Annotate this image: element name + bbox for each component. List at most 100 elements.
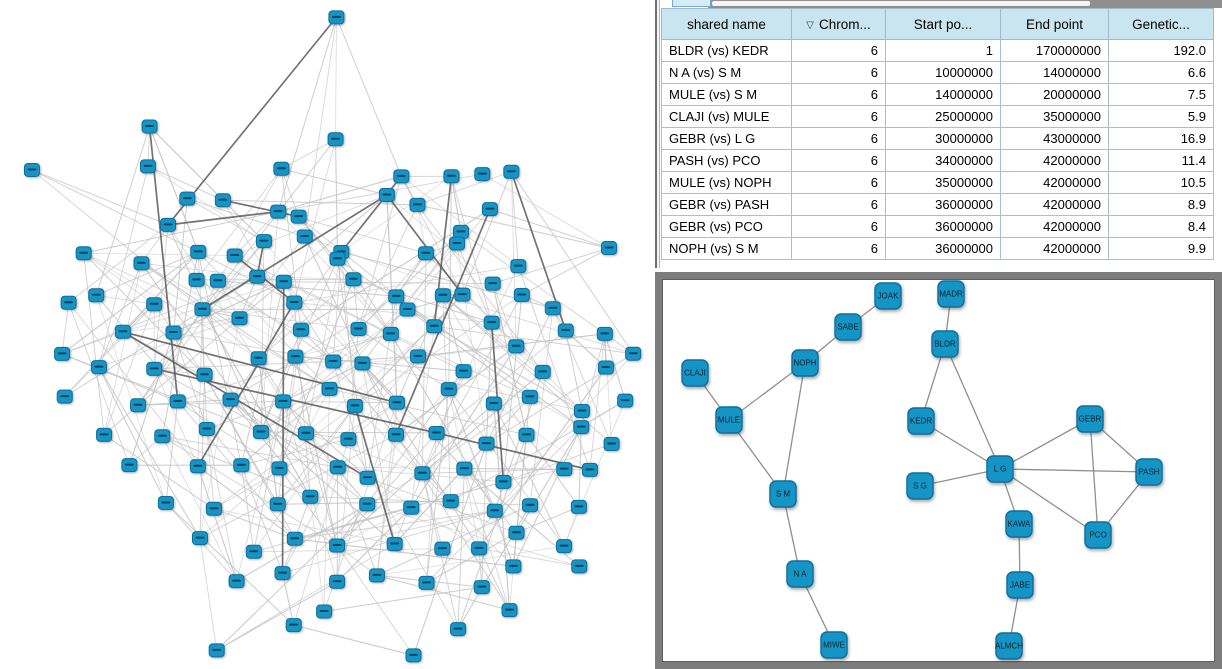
network-node[interactable] [198,421,215,436]
network-node[interactable] [495,474,512,489]
network-node[interactable] [513,288,530,303]
network-node-jabe[interactable]: JABE [1006,571,1034,599]
network-node[interactable] [273,161,290,176]
network-node[interactable] [189,459,206,474]
network-node[interactable] [275,394,292,409]
network-node[interactable] [442,494,459,509]
network-node[interactable] [165,325,182,340]
table-row[interactable]: GEBR (vs) PCO 6 36000000 42000000 8.4 [661,215,1214,238]
overview-network-canvas[interactable] [0,0,655,669]
network-node-joak[interactable]: JOAK [874,282,902,310]
network-node[interactable] [505,559,522,574]
network-node[interactable] [88,288,105,303]
column-header-endpoint[interactable]: End point [1000,8,1109,40]
network-node[interactable] [196,367,213,382]
network-node[interactable] [570,499,587,514]
network-node[interactable] [359,497,376,512]
network-node[interactable] [286,531,303,546]
network-node[interactable] [450,622,467,637]
network-node[interactable] [382,326,399,341]
table-row[interactable]: MULE (vs) S M 6 14000000 20000000 7.5 [661,83,1214,106]
network-node-claji[interactable]: CLAJI [681,359,709,387]
detail-network-svg[interactable]: JOAK SABE NOPH CLAJI MULE S M N A MIWE MADR BLDR K… [663,280,1216,663]
network-node[interactable] [56,389,73,404]
network-node[interactable] [130,398,147,413]
network-node[interactable] [90,360,107,375]
network-node[interactable] [478,436,495,451]
table-row[interactable]: NOPH (vs) S M 6 36000000 42000000 9.9 [661,237,1214,260]
network-node[interactable] [388,427,405,442]
network-node[interactable] [297,426,314,441]
network-node[interactable] [54,346,71,361]
network-node[interactable] [434,541,451,556]
network-node[interactable] [510,259,527,274]
network-node[interactable] [191,531,208,546]
network-node-noph[interactable]: NOPH [791,349,819,377]
network-node[interactable] [302,489,319,504]
network-node-lg[interactable]: L G [986,455,1014,483]
network-node[interactable] [292,322,309,337]
table-row[interactable]: GEBR (vs) L G 6 30000000 43000000 16.9 [661,127,1214,150]
network-node[interactable] [222,392,239,407]
network-node[interactable] [285,618,302,633]
network-node[interactable] [146,297,163,312]
table-row[interactable]: BLDR (vs) KEDR 6 1 170000000 192.0 [661,39,1214,62]
network-node[interactable] [501,603,518,618]
network-node[interactable] [271,461,288,476]
network-node[interactable] [316,604,333,619]
network-node[interactable] [346,398,363,413]
table-row[interactable]: PASH (vs) PCO 6 34000000 42000000 11.4 [661,149,1214,172]
network-node[interactable] [443,169,460,184]
network-node[interactable] [270,204,287,219]
network-node[interactable] [522,498,539,513]
network-node-pash[interactable]: PASH [1135,458,1163,486]
pane-divider[interactable] [655,0,660,268]
network-node-kedr[interactable]: KEDR [907,407,935,435]
network-node[interactable] [325,354,342,369]
network-node[interactable] [388,289,405,304]
network-node[interactable] [617,393,634,408]
network-node[interactable] [190,244,207,259]
network-node[interactable] [321,381,338,396]
network-node[interactable] [188,272,205,287]
network-node-sm[interactable]: S M [769,480,797,508]
network-node[interactable] [139,159,156,174]
network-node[interactable] [209,273,226,288]
network-node[interactable] [121,458,138,473]
network-node[interactable] [296,229,313,244]
network-node[interactable] [503,164,520,179]
network-node[interactable] [571,559,588,574]
network-node[interactable] [275,274,292,289]
network-node[interactable] [410,349,427,364]
network-node[interactable] [603,437,620,452]
network-node[interactable] [160,217,177,232]
network-node[interactable] [269,497,286,512]
network-edge[interactable] [999,468,1099,536]
network-node[interactable] [483,315,500,330]
table-row[interactable]: CLAJI (vs) MULE 6 25000000 35000000 5.9 [661,105,1214,128]
network-node-almch[interactable]: ALMCH [995,632,1023,660]
network-node[interactable] [399,302,416,317]
network-node[interactable] [596,326,613,341]
network-node[interactable] [327,132,344,147]
network-node[interactable] [233,458,250,473]
network-node[interactable] [534,364,551,379]
network-node[interactable] [556,539,573,554]
detail-network-canvas[interactable]: JOAK SABE NOPH CLAJI MULE S M N A MIWE MADR BLDR K… [662,279,1215,662]
network-node[interactable] [75,246,92,261]
network-node[interactable] [405,648,422,663]
network-node[interactable] [146,361,163,376]
network-node[interactable] [329,574,346,589]
network-node[interactable] [205,501,222,516]
network-node-mule[interactable]: MULE [715,406,743,434]
network-node[interactable] [354,356,371,371]
network-node[interactable] [508,525,525,540]
network-node[interactable] [350,321,367,336]
network-node[interactable] [625,346,642,361]
network-node[interactable] [428,425,445,440]
network-node[interactable] [474,167,491,182]
network-node[interactable] [378,187,395,202]
network-node[interactable] [417,246,434,261]
network-node[interactable] [329,538,346,553]
network-node[interactable] [485,396,502,411]
